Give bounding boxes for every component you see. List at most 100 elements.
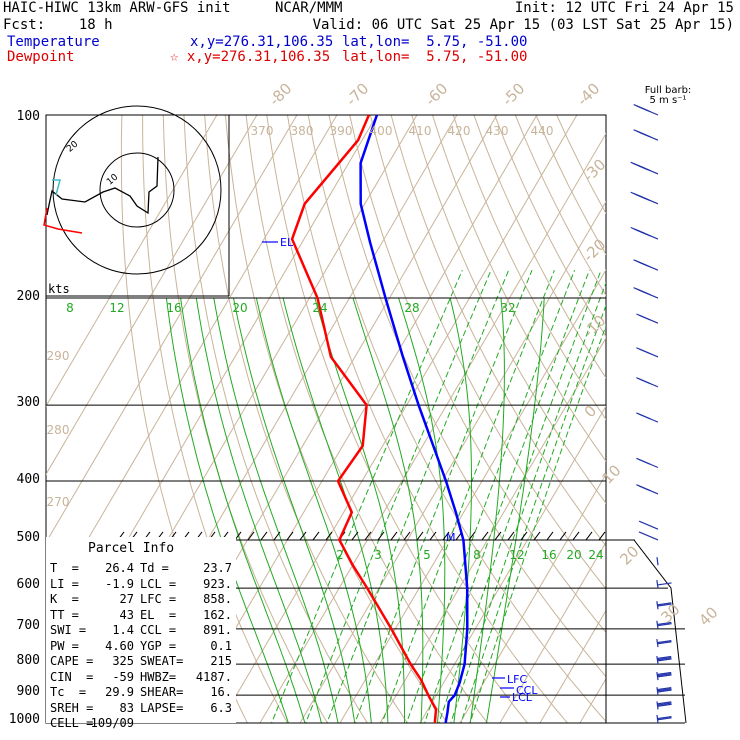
dry-adiabat-line	[245, 115, 489, 723]
mixing-ratio-line-dashed	[326, 270, 510, 723]
parcel-info-cell: HWBZ=	[140, 669, 177, 684]
parcel-info-cell: 83	[119, 700, 134, 715]
wind-barb-flag	[633, 259, 648, 267]
hatch-mark	[546, 531, 554, 541]
wind-barb-flag	[657, 686, 672, 691]
isotherm-line	[379, 337, 606, 723]
theta-label: 270	[47, 495, 70, 509]
parcel-info-cell: 43	[119, 607, 134, 622]
hatch-mark	[247, 531, 255, 541]
mixing-ratio-line-dashed	[450, 281, 606, 723]
parcel-info-row: T = 26.4 Td = 23.7	[50, 561, 236, 576]
pressure-tick-label: 500	[17, 530, 40, 545]
moist-adiabat-line	[469, 297, 505, 723]
wind-barb-flag	[657, 623, 672, 627]
wind-barb	[656, 714, 672, 724]
hatch-mark	[377, 531, 385, 541]
wind-barb-flag	[630, 191, 645, 199]
theta-label: 430	[486, 124, 509, 138]
parcel-info-row: CELL = 109/09	[50, 716, 236, 731]
parcel-info-row: CAPE = 325 SWEAT= 215	[50, 654, 236, 669]
mixing-ratio-label-upper: 32	[500, 301, 515, 315]
parcel-info-cell: CAPE =	[50, 654, 94, 668]
hatch-mark	[494, 531, 502, 541]
wind-barb-flag	[657, 657, 672, 661]
parcel-info-panel: Parcel Info T = 26.4 Td = 23.7 LI = -1.9 LCL =…	[46, 537, 236, 730]
theta-label: 370	[251, 124, 274, 138]
dry-adiabat-line	[473, 115, 606, 379]
dry-adiabat-line	[369, 115, 606, 590]
wind-barb-flag	[636, 457, 651, 465]
barb-legend: Full barb: 5 m s⁻¹	[638, 86, 698, 106]
barb-legend-line2: 5 m s⁻¹	[649, 95, 687, 106]
mixing-ratio-label-lower: 5	[423, 548, 431, 562]
parcel-info-row: Tc = 29.9 SHEAR= 16.	[50, 685, 236, 700]
model-title: HAIC-HIWC 13km ARW-GFS init	[3, 0, 231, 16]
wind-barb-shaft	[656, 672, 659, 681]
dry-adiabat-line	[307, 115, 606, 723]
wind-barbs	[630, 104, 672, 724]
temperature-xy: x,y=276.31,106.35	[190, 34, 334, 50]
parcel-info-cell: SREH =	[50, 700, 94, 715]
hatch-mark	[416, 531, 424, 541]
hatch-mark	[260, 531, 268, 541]
wind-barb-shaft	[638, 520, 659, 530]
isotherm-label: -70	[342, 79, 372, 109]
dry-adiabat-line	[286, 115, 569, 723]
parcel-info-cell: 109/09	[90, 716, 134, 730]
wind-barb	[636, 347, 659, 358]
wind-barb-flag	[657, 673, 672, 677]
temperature-latlon: lat,lon= 5.75, -51.00	[342, 34, 528, 50]
moist-adiabat-line	[314, 297, 405, 723]
dewpoint-trace	[290, 115, 438, 723]
wind-barb-flag	[633, 287, 648, 295]
parcel-info-row: K = 27 LFC = 858.	[50, 592, 236, 607]
parcel-info-cell: LI =	[50, 576, 79, 591]
hatch-mark	[598, 531, 606, 541]
hatch-mark	[234, 531, 242, 541]
theta-label: 280	[47, 423, 70, 437]
parcel-info-cell: CELL =	[50, 716, 94, 730]
theta-label: 290	[47, 349, 70, 363]
parcel-info-cell: -59	[112, 669, 134, 684]
isotherm-line	[539, 609, 606, 723]
isotherm-label: -80	[265, 79, 295, 109]
parcel-info-cell: 1.4	[112, 623, 134, 637]
parcel-info-cell: 162.	[203, 607, 232, 622]
wind-barb	[633, 129, 659, 141]
wind-barb-flag	[630, 161, 645, 169]
pressure-tick-label: 1000	[9, 712, 40, 727]
wind-barb	[656, 686, 672, 696]
pressure-tick-label: 300	[17, 395, 40, 410]
theta-label: 380	[291, 124, 314, 138]
hatch-mark	[533, 531, 541, 541]
wind-barb-flag	[657, 671, 672, 676]
wind-barb-shaft	[656, 701, 659, 710]
parcel-info-cell: LFC =	[140, 592, 177, 606]
parcel-info-cell: 27	[119, 592, 134, 606]
dewpoint-xy: ☆ x,y=276.31,106.35	[170, 49, 331, 65]
wind-barb	[630, 191, 659, 205]
moist-adiabat-line	[485, 297, 545, 723]
parcel-info-cell: 23.7	[203, 561, 232, 575]
dry-adiabat-line	[431, 115, 606, 463]
wind-barb-flag	[657, 689, 672, 693]
dry-adiabat-line	[266, 115, 529, 723]
mixing-ratio-label-lower: 2	[336, 548, 344, 562]
hatch-mark	[299, 531, 307, 541]
mixing-ratio-label-lower: 24	[588, 548, 603, 562]
wind-barb	[636, 412, 659, 423]
center-label: NCAR/MMM	[275, 0, 343, 16]
wind-barb-flag	[657, 621, 672, 626]
isotherm-line	[46, 115, 258, 476]
wind-barb	[656, 701, 672, 710]
parcel-info-cell: CCL =	[140, 623, 177, 637]
parcel-info-cell: 4.60	[105, 638, 134, 653]
mixing-ratio-label-upper: 20	[232, 301, 247, 315]
theta-label: 400	[370, 124, 393, 138]
mixing-ratio-label-upper: 28	[404, 301, 419, 315]
wind-barb-shaft	[638, 531, 659, 541]
dry-adiabat-line	[349, 115, 606, 634]
wind-barb-flag	[657, 603, 672, 607]
mixing-ratio-label-lower: 8	[473, 548, 481, 562]
